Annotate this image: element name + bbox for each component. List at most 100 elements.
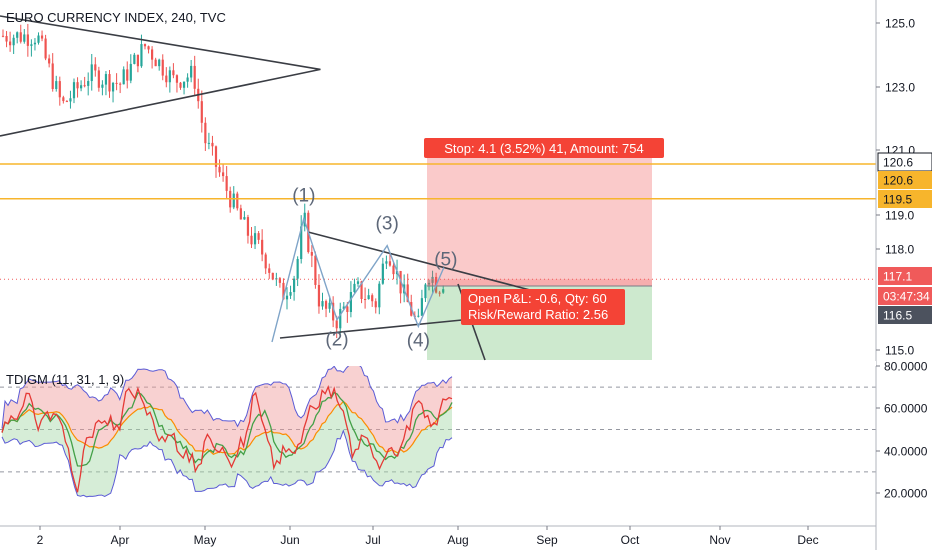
stop-label[interactable]: Stop: 4.1 (3.52%) 41, Amount: 754 — [424, 138, 664, 158]
candle-body — [314, 255, 317, 285]
candle-body — [58, 81, 61, 98]
candle-body — [94, 64, 97, 71]
pnl-label-text: Open P&L: -0.6, Qty: 60 — [468, 291, 607, 306]
candle-body — [101, 84, 104, 88]
candle-body — [44, 38, 47, 59]
candle-body — [83, 85, 86, 87]
stop-label-text: Stop: 4.1 (3.52%) 41, Amount: 754 — [444, 141, 643, 156]
chart-title: EURO CURRENCY INDEX, 240, TVC — [6, 10, 226, 25]
price-axis-label: 125.0 — [885, 17, 915, 31]
candle-body — [282, 282, 285, 300]
candle-body — [371, 295, 374, 302]
axis-price-tag: 116.5 — [878, 306, 932, 324]
candle-body — [204, 122, 207, 144]
candle-body — [232, 193, 235, 208]
elliott-wave-path[interactable] — [271, 215, 445, 343]
oscillator-upper-band — [1, 363, 453, 429]
candle-body — [324, 301, 328, 309]
candle-body — [193, 65, 196, 89]
candle-body — [122, 69, 125, 85]
candle-body — [332, 302, 335, 321]
candle-body — [317, 284, 321, 307]
candle-body — [147, 46, 150, 50]
candle-body — [364, 299, 367, 301]
candle-body — [136, 54, 139, 67]
candle-body — [165, 75, 168, 83]
candle-body — [69, 98, 72, 102]
candle-body — [420, 298, 423, 316]
axis-price-tag-text: 120.6 — [883, 156, 913, 170]
candle-body — [424, 284, 427, 299]
wedge-upper-line[interactable] — [307, 231, 531, 291]
axis-price-tag-text: 120.6 — [883, 174, 913, 188]
price-axis-label: 118.0 — [885, 243, 914, 257]
candle-body — [12, 37, 15, 46]
candle-body — [33, 42, 37, 45]
price-axis[interactable]: 125.0123.0121.0119.0118.0115.0120.6120.6… — [876, 17, 932, 358]
candle-body — [182, 81, 186, 88]
candle-body — [214, 146, 218, 167]
candle-body — [154, 59, 157, 67]
candle-body — [161, 59, 164, 76]
candle-body — [239, 208, 242, 220]
candle-body — [211, 142, 214, 147]
candle-body — [339, 308, 342, 329]
axis-price-tag-text: 116.5 — [883, 309, 912, 323]
candle-body — [296, 259, 299, 279]
candle-body — [406, 284, 409, 303]
candle-body — [349, 292, 352, 313]
candle-body — [207, 142, 210, 144]
time-axis[interactable]: 2 Apr May Jun Jul Aug Sep Oct Nov Dec — [37, 526, 819, 547]
triangle-pattern[interactable] — [0, 15, 321, 137]
candle-body — [271, 272, 274, 280]
candle-body — [253, 233, 257, 245]
wedge-lower-line[interactable] — [279, 319, 463, 339]
candle-body — [335, 320, 338, 329]
candle-body — [108, 74, 111, 92]
oscillator-signal-line — [1, 391, 453, 467]
candle-body — [51, 63, 54, 90]
candle-body — [48, 58, 51, 64]
candle-body — [388, 261, 392, 266]
candle-body — [9, 41, 12, 46]
candle-body — [381, 263, 384, 284]
price-axis-label: 115.0 — [885, 344, 914, 358]
candle-body — [328, 302, 331, 309]
time-axis-label: Jul — [365, 533, 380, 547]
upper-band-fill — [2, 363, 452, 455]
axis-price-tag-bg — [878, 306, 932, 324]
axis-price-tag-text: 117.1 — [883, 270, 912, 284]
candle-body — [190, 65, 193, 78]
candle-body — [310, 252, 313, 256]
candle-body — [346, 306, 349, 313]
time-axis-label: Jun — [280, 533, 299, 547]
lower-band-fill — [2, 401, 452, 497]
candle-body — [289, 292, 292, 296]
candle-body — [16, 32, 19, 38]
axis-price-tag: 120.6 — [878, 171, 932, 189]
candle-body — [111, 82, 115, 92]
candle-body — [55, 81, 58, 90]
oscillator-axis-label: 20.0000 — [884, 487, 928, 501]
candle-body — [218, 166, 221, 173]
candle-body — [172, 70, 175, 76]
wave-label: (1) — [292, 185, 315, 206]
risk-zone[interactable] — [427, 156, 652, 287]
time-axis-label: May — [194, 533, 217, 547]
candle-body — [278, 278, 281, 283]
time-axis-label: Aug — [447, 533, 468, 547]
candle-body — [40, 35, 44, 39]
oscillator-axis[interactable]: 80.0000 60.0000 40.0000 20.0000 — [876, 360, 928, 501]
wave-label: (5) — [434, 249, 457, 270]
axis-price-tag: 117.1 — [878, 267, 932, 285]
candle-body — [90, 64, 93, 82]
oscillator-axis-label: 60.0000 — [884, 402, 928, 416]
candle-body — [378, 283, 381, 308]
candle-body — [438, 292, 441, 294]
candle-body — [143, 44, 147, 47]
candle-body — [119, 83, 122, 85]
time-axis-label: Dec — [797, 533, 818, 547]
